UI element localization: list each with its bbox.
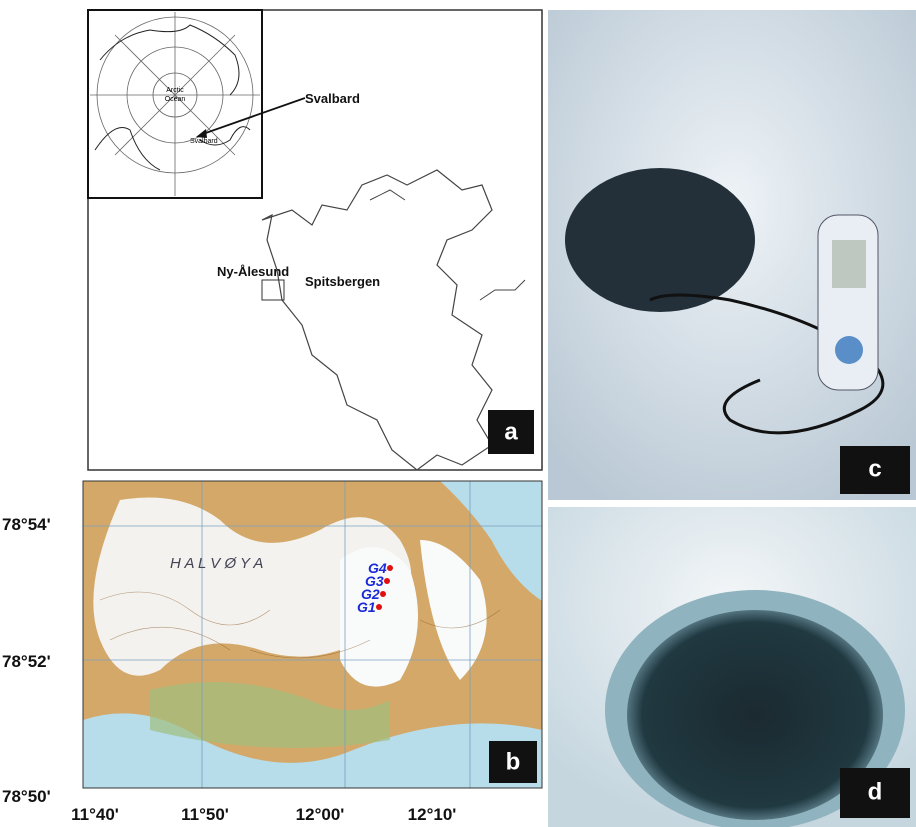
panel-letter: b xyxy=(506,748,521,775)
panel-c: c xyxy=(548,10,916,500)
meter-screen xyxy=(832,240,866,288)
latitude-label: 78°50' xyxy=(2,787,51,806)
island-label: Spitsbergen xyxy=(305,274,380,289)
site-marker xyxy=(384,578,390,584)
callout-label: Svalbard xyxy=(305,91,360,106)
inset-ocean-label: Ocean xyxy=(165,96,186,103)
longitude-label: 11°50' xyxy=(181,805,229,824)
region-label: H A L V Ø Y A xyxy=(170,555,263,572)
panel-letter: a xyxy=(504,418,518,445)
station-label: Ny-Ålesund xyxy=(217,264,289,279)
longitude-label: 11°40' xyxy=(71,805,119,824)
panel-d: d xyxy=(548,507,916,827)
panel-letter: c xyxy=(868,455,881,482)
panel-a: Arctic Ocean Svalbard Svalbard Ny-Ålesun… xyxy=(88,10,542,470)
latitude-label: 78°54' xyxy=(2,515,51,534)
latitude-label: 78°52' xyxy=(2,652,51,671)
panel-b: H A L V Ø Y A G4 G3 G2 G1 b 78°54' 78°52… xyxy=(2,481,542,824)
site-marker xyxy=(380,591,386,597)
longitude-label: 12°00' xyxy=(296,805,345,824)
panel-letter: d xyxy=(868,778,883,805)
site-label: G1 xyxy=(357,599,376,615)
site-marker xyxy=(376,604,382,610)
meter-button xyxy=(835,336,863,364)
inset-svalbard-label: Svalbard xyxy=(190,138,218,145)
inset-ocean-label: Arctic xyxy=(166,87,184,94)
ice-hole xyxy=(565,168,755,312)
site-marker xyxy=(387,565,393,571)
longitude-label: 12°10' xyxy=(408,805,457,824)
figure: Arctic Ocean Svalbard Svalbard Ny-Ålesun… xyxy=(0,0,916,827)
